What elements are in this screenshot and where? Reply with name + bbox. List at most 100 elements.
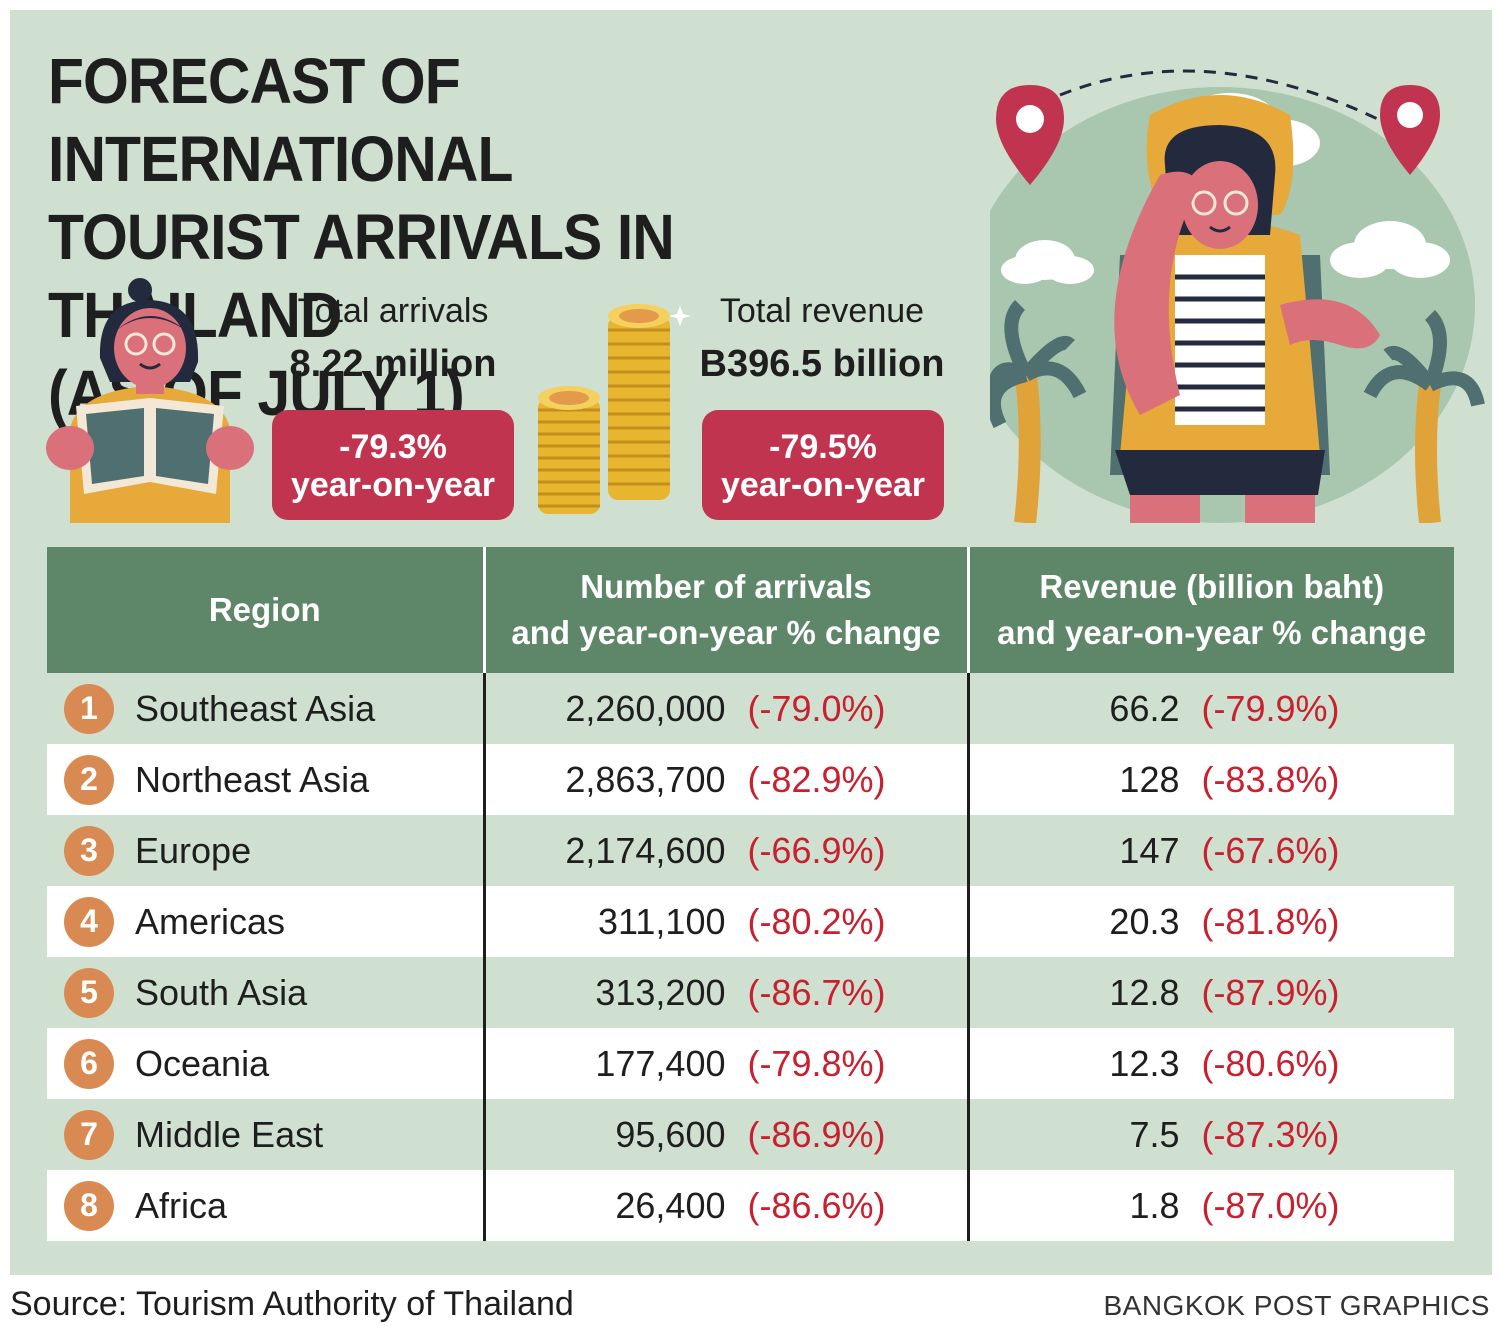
arrivals-change: (-66.9%) — [747, 829, 886, 871]
region-cell: 7 Middle East — [47, 1099, 484, 1170]
rank-badge: 3 — [64, 825, 114, 876]
arrivals-change: (-79.8%) — [747, 1042, 886, 1084]
arrivals-change: (-82.9%) — [747, 758, 886, 800]
revenue-change: (-83.8%) — [1201, 758, 1340, 800]
region-cell: 4 Americas — [47, 886, 484, 957]
column-header-arrivals: Number of arrivals and year-on-year % cha… — [482, 547, 968, 673]
rank-badge: 8 — [64, 1180, 114, 1231]
arrivals-cell: 311,100 (-80.2%) — [482, 886, 968, 957]
revenue-change: (-80.6%) — [1201, 1042, 1340, 1084]
table-row: 8 Africa 26,400 (-86.6%) 1.8 (-87.0%) — [47, 1170, 1454, 1241]
region-name: Europe — [135, 829, 252, 871]
graphics-credit: BANGKOK POST GRAPHICS — [1103, 1290, 1490, 1321]
revenue-value: 66.2 — [1109, 687, 1180, 729]
revenue-change-note: year-on-year — [720, 466, 926, 504]
coin-stacks-icon — [538, 304, 691, 514]
revenue-change: (-87.3%) — [1201, 1113, 1340, 1155]
revenue-value: 12.8 — [1109, 971, 1180, 1013]
region-cell: 8 Africa — [47, 1170, 484, 1241]
arrivals-cell: 2,863,700 (-82.9%) — [482, 744, 968, 815]
total-arrivals-value: 8.22 million — [289, 343, 497, 385]
revenue-cell: 7.5 (-87.3%) — [966, 1099, 1454, 1170]
revenue-cell: 20.3 (-81.8%) — [966, 886, 1454, 957]
rank-badge: 2 — [64, 754, 114, 805]
arrivals-change: (-79.0%) — [747, 687, 886, 729]
arrivals-value: 2,863,700 — [565, 758, 726, 800]
arrivals-cell: 26,400 (-86.6%) — [482, 1170, 968, 1241]
revenue-value: 12.3 — [1109, 1042, 1180, 1084]
arrivals-change: (-86.6%) — [747, 1184, 886, 1226]
arrivals-cell: 177,400 (-79.8%) — [482, 1028, 968, 1099]
table-row: 2 Northeast Asia 2,863,700 (-82.9%) 128 (-8… — [47, 744, 1454, 815]
table-row: 7 Middle East 95,600 (-86.9%) 7.5 (-87.3%) — [47, 1099, 1454, 1170]
arrivals-cell: 313,200 (-86.7%) — [482, 957, 968, 1028]
region-name: Africa — [135, 1184, 228, 1226]
region-cell: 1 Southeast Asia — [47, 673, 484, 744]
rank-badge: 1 — [64, 683, 114, 734]
revenue-value: 7.5 — [1129, 1113, 1180, 1155]
revenue-change: (-87.9%) — [1201, 971, 1340, 1013]
revenue-change: (-87.0%) — [1201, 1184, 1340, 1226]
total-revenue-value: B396.5 billion — [699, 343, 945, 385]
region-name: South Asia — [135, 971, 308, 1013]
arrivals-value: 177,400 — [595, 1042, 726, 1084]
title-line-1: FORECAST OF INTERNATIONAL — [48, 45, 513, 195]
arrivals-cell: 2,174,600 (-66.9%) — [482, 815, 968, 886]
palm-tree-icon — [990, 300, 1087, 523]
arrivals-change-badge: -79.3% year-on-year — [272, 410, 514, 520]
woman-with-map-icon — [46, 278, 254, 523]
region-cell: 5 South Asia — [47, 957, 484, 1028]
region-cell: 6 Oceania — [47, 1028, 484, 1099]
revenue-value: 128 — [1119, 758, 1180, 800]
revenue-change: (-81.8%) — [1201, 900, 1340, 942]
regional-forecast-table: Region Number of arrivals and year-on-yea… — [47, 547, 1454, 1241]
arrivals-value: 26,400 — [615, 1184, 726, 1226]
revenue-value: 1.8 — [1129, 1184, 1180, 1226]
arrivals-cell: 2,260,000 (-79.0%) — [482, 673, 968, 744]
region-name: Americas — [135, 900, 286, 942]
table-row: 5 South Asia 313,200 (-86.7%) 12.8 (-87.9%) — [47, 957, 1454, 1028]
rank-badge: 7 — [64, 1109, 114, 1160]
revenue-change-value: -79.5% — [769, 428, 877, 466]
region-name: Middle East — [135, 1113, 324, 1155]
table-row: 6 Oceania 177,400 (-79.8%) 12.3 (-80.6%) — [47, 1028, 1454, 1099]
region-name: Oceania — [135, 1042, 270, 1084]
traveler-with-backpack-icon — [990, 69, 1485, 523]
region-cell: 2 Northeast Asia — [47, 744, 484, 815]
revenue-cell: 12.3 (-80.6%) — [966, 1028, 1454, 1099]
arrivals-value: 95,600 — [615, 1113, 726, 1155]
arrivals-change-value: -79.3% — [339, 428, 447, 466]
revenue-change: (-79.9%) — [1201, 687, 1340, 729]
region-cell: 3 Europe — [47, 815, 484, 886]
table-header-row: Region Number of arrivals and year-on-yea… — [47, 547, 1454, 673]
table-row: 1 Southeast Asia 2,260,000 (-79.0%) 66.2 (-… — [47, 673, 1454, 744]
revenue-value: 147 — [1119, 829, 1180, 871]
column-header-region: Region — [47, 547, 484, 673]
region-name: Southeast Asia — [135, 687, 376, 729]
revenue-change: (-67.6%) — [1201, 829, 1340, 871]
revenue-value: 20.3 — [1109, 900, 1180, 942]
arrivals-change: (-86.9%) — [747, 1113, 886, 1155]
arrivals-cell: 95,600 (-86.9%) — [482, 1099, 968, 1170]
region-name: Northeast Asia — [135, 758, 370, 800]
total-revenue-label: Total revenue — [719, 292, 925, 330]
location-pin-icon — [996, 85, 1064, 185]
source-note: Source: Tourism Authority of Thailand — [10, 1285, 574, 1323]
arrivals-change: (-86.7%) — [747, 971, 886, 1013]
rank-badge: 4 — [64, 896, 114, 947]
column-header-revenue: Revenue (billion baht) and year-on-year %… — [966, 547, 1454, 673]
revenue-cell: 66.2 (-79.9%) — [966, 673, 1454, 744]
rank-badge: 6 — [64, 1038, 114, 1089]
revenue-cell: 147 (-67.6%) — [966, 815, 1454, 886]
arrivals-value: 2,174,600 — [565, 829, 726, 871]
rank-badge: 5 — [64, 967, 114, 1018]
table-row: 4 Americas 311,100 (-80.2%) 20.3 (-81.8%) — [47, 886, 1454, 957]
revenue-cell: 128 (-83.8%) — [966, 744, 1454, 815]
revenue-cell: 12.8 (-87.9%) — [966, 957, 1454, 1028]
revenue-change-badge: -79.5% year-on-year — [702, 410, 944, 520]
arrivals-change-note: year-on-year — [290, 466, 496, 504]
total-arrivals-label: Total arrivals — [297, 292, 489, 330]
arrivals-value: 313,200 — [595, 971, 726, 1013]
arrivals-value: 311,100 — [598, 900, 726, 942]
arrivals-value: 2,260,000 — [565, 687, 726, 729]
